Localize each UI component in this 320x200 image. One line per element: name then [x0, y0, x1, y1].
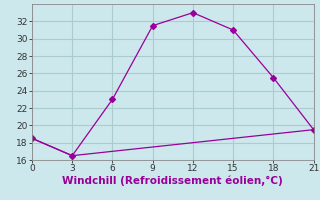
X-axis label: Windchill (Refroidissement éolien,°C): Windchill (Refroidissement éolien,°C) — [62, 176, 283, 186]
